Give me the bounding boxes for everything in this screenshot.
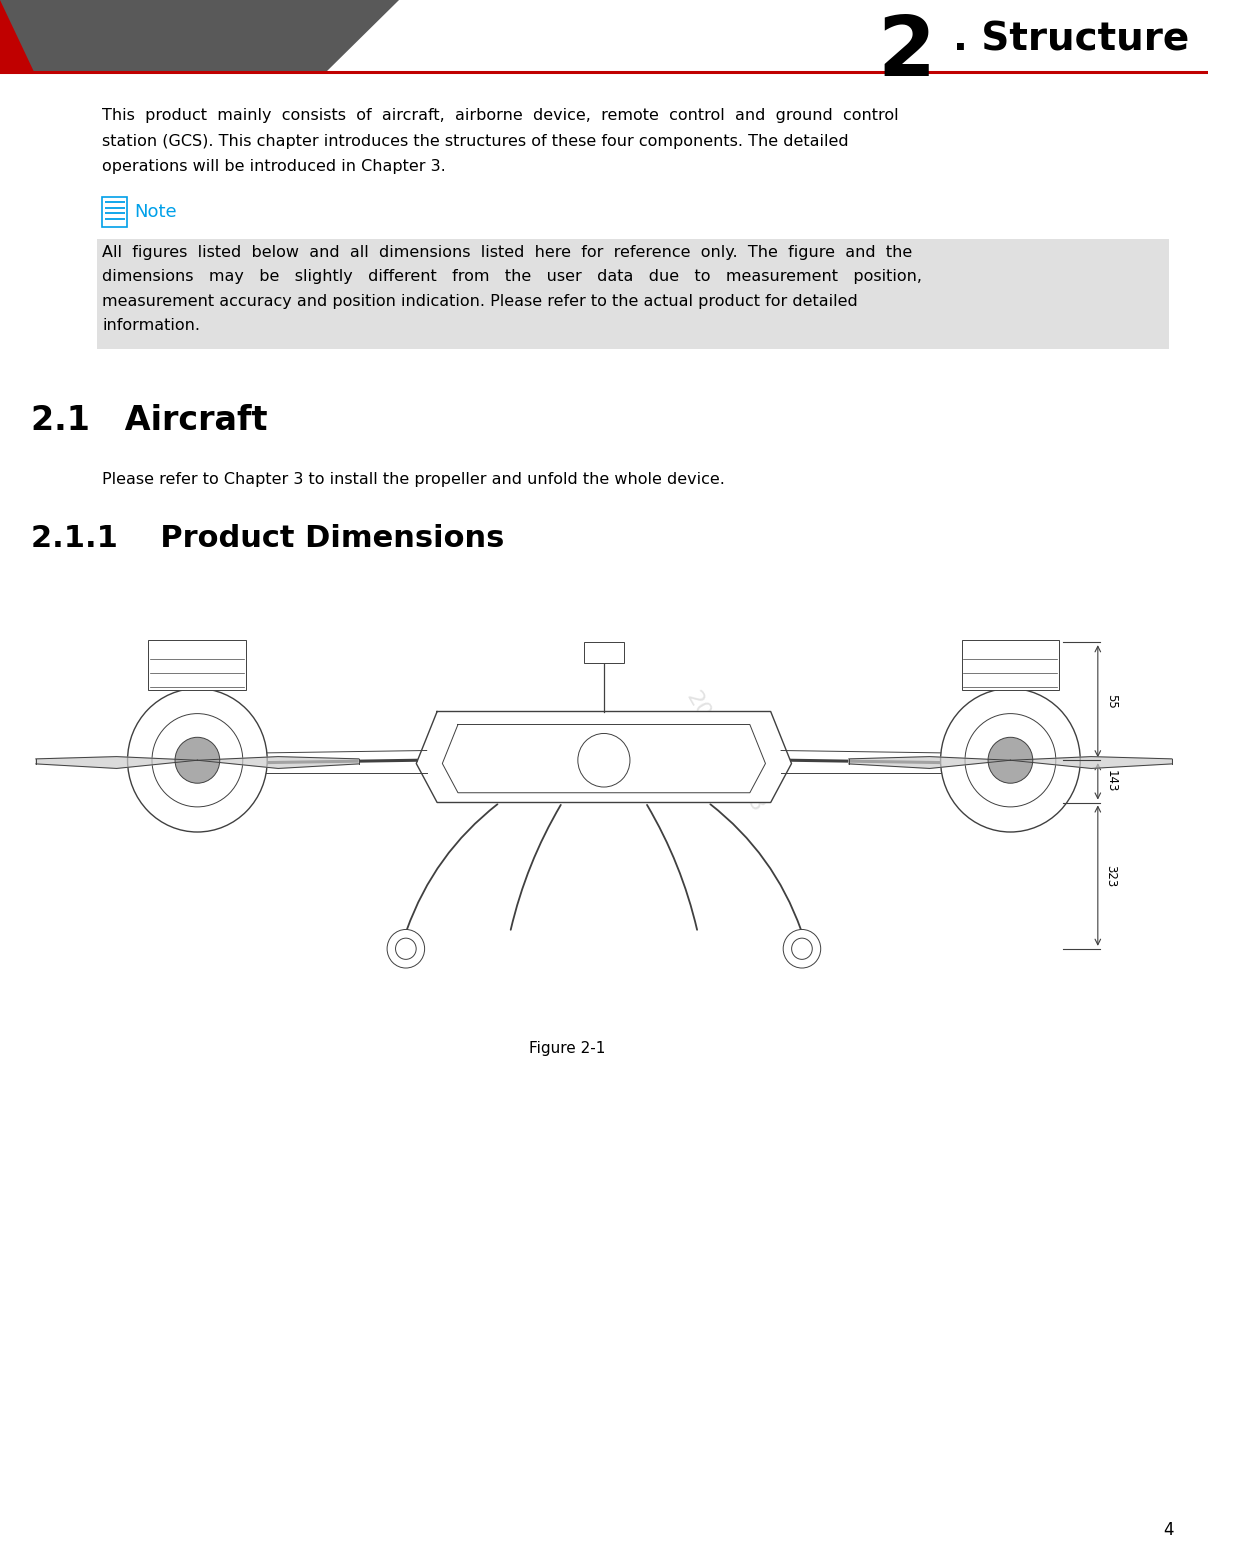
Bar (962, 641, 1060, 691)
Text: This  product  mainly  consists  of  aircraft,  airborne  device,  remote  contr: This product mainly consists of aircraft… (102, 108, 898, 122)
Bar (585, 642, 624, 663)
Text: 323: 323 (1104, 865, 1118, 887)
Text: operations will be introduced in Chapter 3.: operations will be introduced in Chapter… (102, 158, 446, 174)
Text: information.: information. (102, 318, 200, 334)
Circle shape (128, 688, 267, 832)
Polygon shape (197, 757, 359, 768)
Circle shape (175, 738, 220, 784)
Polygon shape (0, 0, 34, 72)
Circle shape (387, 929, 424, 968)
Bar (102, 196, 128, 227)
Text: Please refer to Chapter 3 to install the propeller and unfold the whole device.: Please refer to Chapter 3 to install the… (102, 472, 725, 486)
Polygon shape (849, 757, 1010, 768)
Polygon shape (416, 711, 792, 802)
Text: 4: 4 (1163, 1522, 1174, 1539)
Bar (149, 641, 246, 691)
Text: 2.1   Aircraft: 2.1 Aircraft (31, 403, 268, 437)
Circle shape (783, 929, 820, 968)
Text: . Structure: . Structure (953, 20, 1189, 58)
Text: 2: 2 (877, 13, 934, 92)
Text: dimensions   may   be   slightly   different   from   the   user   data   due   : dimensions may be slightly different fro… (102, 270, 922, 284)
Text: Figure 2-1: Figure 2-1 (530, 1042, 606, 1056)
Text: Note: Note (134, 202, 177, 221)
Text: All  figures  listed  below  and  all  dimensions  listed  here  for  reference : All figures listed below and all dimensi… (102, 244, 912, 260)
Polygon shape (36, 757, 197, 768)
Text: station (GCS). This chapter introduces the structures of these four components. : station (GCS). This chapter introduces t… (102, 133, 849, 149)
Polygon shape (0, 0, 400, 72)
Circle shape (941, 688, 1080, 832)
Text: 2.1.1    Product Dimensions: 2.1.1 Product Dimensions (31, 523, 505, 553)
Polygon shape (1010, 757, 1172, 768)
Text: 2018–01–08: 2018–01–08 (683, 688, 767, 816)
Text: 55: 55 (1104, 694, 1118, 708)
Bar (97, 238, 1169, 348)
Circle shape (988, 738, 1033, 784)
Text: measurement accuracy and position indication. Please refer to the actual product: measurement accuracy and position indica… (102, 293, 858, 309)
Text: 143: 143 (1104, 771, 1118, 793)
